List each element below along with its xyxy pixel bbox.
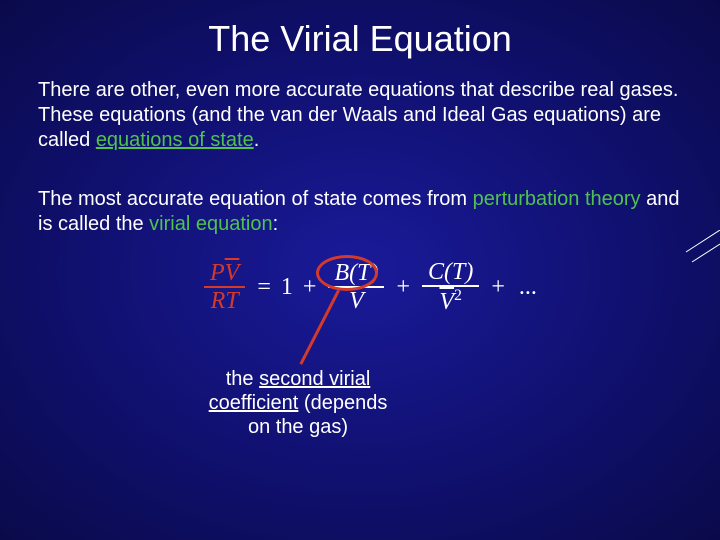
- eq-plus-2: +: [392, 274, 414, 301]
- eq-plus-1: +: [299, 274, 321, 301]
- eq-lhs-P: P: [210, 260, 225, 286]
- eq-equals: =: [253, 274, 275, 301]
- eq-term-B: B(T) V: [328, 260, 384, 315]
- paragraph-2: The most accurate equation of state come…: [0, 187, 720, 237]
- para2-highlight-1: perturbation theory: [473, 188, 641, 210]
- eq-C-num: C(T): [422, 259, 479, 287]
- eq-lhs-Vbar: V: [225, 260, 240, 286]
- eq-term-C: C(T) V2: [422, 259, 479, 316]
- para2-text-c: :: [273, 213, 279, 235]
- eq-plus-3: +: [487, 274, 509, 301]
- equation-area: PV RT = 1 + B(T) V + C(T) V2 + ... the s…: [0, 259, 720, 429]
- eq-one: 1: [281, 274, 293, 301]
- callout-a: the: [226, 368, 259, 390]
- para1-highlight: equations of state: [96, 129, 254, 151]
- eq-C-den-V: V: [439, 289, 454, 315]
- para2-text-a: The most accurate equation of state come…: [38, 188, 473, 210]
- slide-title: The Virial Equation: [0, 0, 720, 78]
- eq-lhs-den: RT: [204, 288, 245, 314]
- eq-C-den-exp: 2: [454, 287, 462, 304]
- virial-equation: PV RT = 1 + B(T) V + C(T) V2 + ...: [202, 259, 541, 316]
- paragraph-1: There are other, even more accurate equa…: [0, 78, 720, 153]
- eq-lhs-fraction: PV RT: [204, 260, 245, 315]
- eq-dots: ...: [515, 274, 541, 301]
- para2-highlight-2: virial equation: [149, 213, 272, 235]
- para1-text-b: .: [254, 129, 260, 151]
- eq-B-num: B(T): [328, 260, 384, 288]
- annotation-callout: the second virial coefficient (depends o…: [198, 367, 398, 439]
